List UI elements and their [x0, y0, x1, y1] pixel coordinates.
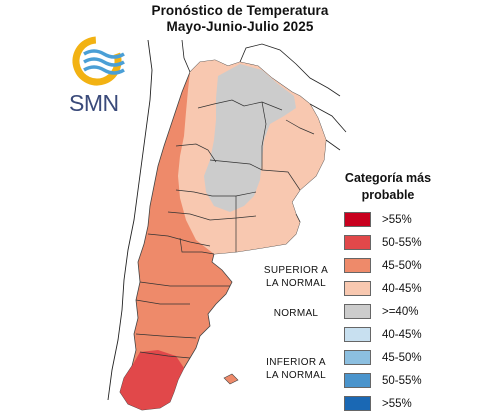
- legend-item: >55%: [344, 395, 412, 412]
- legend-item: 40-45%: [344, 280, 422, 297]
- logo-wave-icon: [83, 49, 125, 59]
- legend-item: >55%: [344, 211, 412, 228]
- legend-item: >=40%: [344, 303, 418, 320]
- logo-wave-icon: [83, 57, 125, 67]
- legend-swatch: [344, 327, 371, 342]
- legend-swatch: [344, 258, 371, 273]
- map-title: Pronóstico de Temperatura: [151, 3, 329, 18]
- smn-logo: SMN: [69, 36, 125, 114]
- province-borders: [135, 99, 315, 359]
- legend-swatch: [344, 304, 371, 319]
- legend-label: >55%: [382, 213, 412, 226]
- legend-label: 40-45%: [382, 328, 422, 341]
- legend-label: 45-50%: [382, 259, 422, 272]
- category-above-line2: LA NORMAL: [266, 278, 326, 289]
- island: [223, 373, 239, 385]
- legend-label: >=40%: [382, 305, 419, 318]
- category-below-line2: LA NORMAL: [266, 370, 326, 381]
- legend-item: 50-55%: [344, 234, 422, 251]
- logo-ring-icon: [72, 36, 122, 86]
- legend-title-line1: Categoría más: [344, 171, 432, 185]
- legend-label: 45-50%: [382, 351, 422, 364]
- legend-label: 40-45%: [382, 282, 422, 295]
- legend-item: 40-45%: [344, 326, 422, 343]
- legend-label: >55%: [382, 397, 412, 410]
- chile-coastline: [107, 39, 153, 401]
- legend-item: 45-50%: [344, 349, 422, 366]
- legend-swatch: [344, 350, 371, 365]
- legend-swatch: [344, 281, 371, 296]
- category-normal: NORMAL: [273, 308, 319, 319]
- legend-item: 45-50%: [344, 257, 422, 274]
- logo-text: SMN: [69, 90, 119, 114]
- legend-label: 50-55%: [382, 374, 422, 387]
- map-subtitle: Mayo-Junio-Julio 2025: [166, 19, 314, 34]
- legend-swatch: [344, 396, 371, 411]
- legend-item: 50-55%: [344, 372, 422, 389]
- legend-swatch: [344, 235, 371, 250]
- legend-label: 50-55%: [382, 236, 422, 249]
- legend-title-line2: probable: [361, 188, 415, 202]
- category-above-line1: SUPERIOR A: [263, 265, 329, 276]
- category-below-line1: INFERIOR A: [266, 357, 326, 368]
- legend-swatch: [344, 373, 371, 388]
- south-dark-region: [120, 350, 184, 410]
- legend-swatch: [344, 212, 371, 227]
- logo-wave-icon: [83, 65, 125, 75]
- neighbour-borders: [181, 39, 347, 151]
